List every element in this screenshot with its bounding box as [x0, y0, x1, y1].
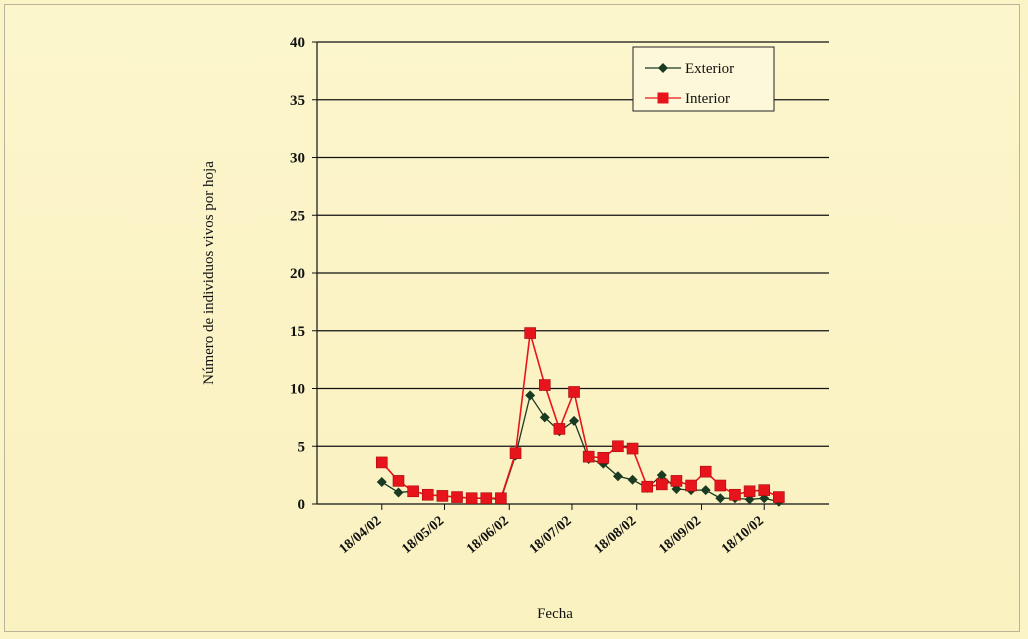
legend-label: Interior — [685, 91, 730, 107]
data-point-square — [495, 492, 507, 505]
x-tick-labels: 18/04/02 18/05/02 18/06/02 18/07/02 18/08/02… — [337, 514, 767, 557]
y-tick-label: 5 — [298, 439, 306, 455]
y-tick-labels: 0 5 10 15 20 25 30 35 40 — [290, 35, 305, 513]
series-interior — [375, 327, 785, 505]
data-point-square — [375, 456, 388, 469]
data-point-square — [699, 465, 712, 478]
data-point-diamond — [700, 485, 711, 496]
x-tick-label: 18/08/02 — [592, 514, 640, 557]
data-point-square — [714, 479, 727, 492]
gridlines — [317, 41, 829, 447]
legend-entry-exterior: Exterior — [645, 61, 734, 77]
y-tick-label: 25 — [290, 208, 305, 224]
data-point-square — [421, 488, 434, 501]
data-point-diamond — [525, 390, 536, 401]
data-point-square — [407, 485, 419, 498]
data-point-diamond — [612, 471, 623, 482]
series-line — [381, 332, 780, 500]
data-point-square — [480, 492, 493, 505]
x-tick-label: 18/06/02 — [464, 514, 512, 557]
data-point-square — [685, 479, 697, 492]
legend-label: Exterior — [685, 61, 734, 77]
x-axis-title: Fecha — [537, 606, 573, 622]
data-point-square — [509, 447, 522, 459]
y-tick-label: 40 — [290, 35, 305, 51]
data-point-square — [743, 485, 756, 498]
data-point-square — [670, 475, 683, 487]
data-point-diamond — [376, 477, 387, 488]
series-layer — [375, 327, 785, 507]
y-tick-label: 30 — [290, 151, 305, 167]
y-tick-label: 0 — [298, 497, 306, 513]
data-point-square — [465, 492, 478, 505]
data-point-square — [436, 490, 449, 502]
x-tick-label: 18/05/02 — [399, 514, 447, 557]
data-point-square — [612, 440, 624, 453]
data-point-diamond — [569, 415, 580, 426]
data-point-square — [641, 480, 653, 493]
y-tick-label: 10 — [290, 382, 305, 398]
data-point-square — [758, 484, 771, 496]
y-tick-label: 35 — [290, 93, 305, 109]
data-point-square — [553, 423, 566, 435]
x-tick-label: 18/10/02 — [719, 514, 767, 557]
data-point-square — [582, 450, 595, 463]
y-tick-label: 15 — [290, 324, 305, 340]
data-point-square — [524, 327, 536, 339]
legend-marker-square — [657, 92, 669, 104]
legend-box — [632, 46, 775, 112]
data-point-square — [392, 475, 405, 487]
data-point-diamond — [656, 470, 667, 481]
chart-frame: 0 5 10 15 20 25 30 35 40 18/04/02 18/05/02 18/06/0… — [4, 4, 1020, 632]
data-point-square — [626, 442, 639, 455]
data-point-square — [538, 379, 551, 391]
legend: Exterior Interior — [632, 46, 775, 112]
x-tick-label: 18/07/02 — [527, 514, 575, 557]
data-point-diamond — [627, 474, 638, 485]
data-point-diamond — [715, 493, 726, 504]
data-point-square — [451, 491, 463, 503]
x-tick-label: 18/09/02 — [656, 514, 704, 557]
y-tick-label: 20 — [290, 266, 305, 282]
data-point-diamond — [393, 487, 404, 498]
x-tick-label: 18/04/02 — [337, 514, 385, 557]
axes — [312, 41, 829, 510]
data-point-square — [773, 491, 785, 503]
data-point-square — [597, 451, 610, 464]
data-point-square — [568, 386, 580, 398]
legend-entry-interior: Interior — [645, 91, 730, 107]
data-point-diamond — [539, 412, 550, 423]
data-point-square — [656, 478, 668, 491]
line-chart: 0 5 10 15 20 25 30 35 40 18/04/02 18/05/02 18/06/0… — [201, 35, 829, 622]
data-point-square — [729, 488, 741, 501]
y-axis-title: Número de individuos vivos por hoja — [201, 161, 217, 385]
legend-marker-diamond — [658, 63, 668, 73]
